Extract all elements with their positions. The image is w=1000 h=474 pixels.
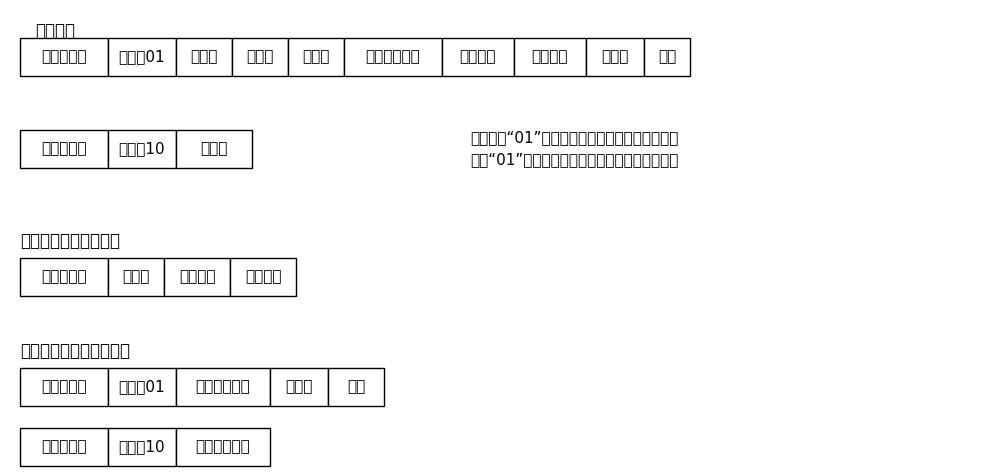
Bar [514, 38, 586, 76]
Text: 扩频码: 扩频码 [285, 380, 313, 394]
Text: 帧指示为“01”时，系统建立一条新的通路；帧指
示为“01”时，系统拆除连接号对应的已建通路。: 帧指示为“01”时，系统建立一条新的通路；帧指 示为“01”时，系统拆除连接号对… [470, 130, 678, 167]
Text: 信道号: 信道号 [302, 49, 330, 64]
Bar [442, 38, 514, 76]
Text: 波束号: 波束号 [246, 49, 274, 64]
Bar [108, 38, 176, 76]
Bar [644, 38, 690, 76]
Bar [108, 368, 176, 406]
Text: 帧指示10: 帧指示10 [119, 142, 165, 156]
Text: 系统指令: 系统指令 [35, 22, 75, 40]
Bar [586, 38, 644, 76]
Text: 帧指示: 帧指示 [122, 270, 150, 284]
Bar [108, 258, 164, 296]
Bar [164, 258, 230, 296]
Text: 帧定位信息: 帧定位信息 [41, 439, 87, 455]
Text: 签名能量门限: 签名能量门限 [366, 49, 420, 64]
Bar [176, 38, 232, 76]
Bar [20, 258, 108, 296]
Text: 处理通道序号: 处理通道序号 [196, 439, 250, 455]
Bar [230, 258, 296, 296]
Text: 扰码: 扰码 [347, 380, 365, 394]
Text: 出线序号: 出线序号 [245, 270, 281, 284]
Text: 帧定位信息: 帧定位信息 [41, 380, 87, 394]
Text: 处理通道序号: 处理通道序号 [196, 380, 250, 394]
Bar [20, 38, 108, 76]
Text: 连接号: 连接号 [190, 49, 218, 64]
Text: 帧指示10: 帧指示10 [119, 439, 165, 455]
Text: 签名序列: 签名序列 [460, 49, 496, 64]
Text: 帧定位信息: 帧定位信息 [41, 270, 87, 284]
Text: 帧指示01: 帧指示01 [119, 49, 165, 64]
Bar [20, 130, 108, 168]
Text: 入线序号: 入线序号 [179, 270, 215, 284]
Bar [328, 368, 384, 406]
Bar [20, 428, 108, 466]
Text: 解扩解调资源池控制指令: 解扩解调资源池控制指令 [20, 342, 130, 360]
Bar [288, 38, 344, 76]
Text: 帧定位信息: 帧定位信息 [41, 142, 87, 156]
Bar [108, 130, 176, 168]
Text: 扰码: 扰码 [658, 49, 676, 64]
Bar [344, 38, 442, 76]
Text: 帧定位信息: 帧定位信息 [41, 49, 87, 64]
Text: 签名相位: 签名相位 [532, 49, 568, 64]
Bar [232, 38, 288, 76]
Bar [108, 428, 176, 466]
Bar [176, 368, 270, 406]
Bar [20, 368, 108, 406]
Text: 扩频码: 扩频码 [601, 49, 629, 64]
Text: 连接号: 连接号 [200, 142, 228, 156]
Bar [176, 130, 252, 168]
Bar [176, 428, 270, 466]
Text: 帧指示01: 帧指示01 [119, 380, 165, 394]
Bar [270, 368, 328, 406]
Text: 信道选择单元控制指令: 信道选择单元控制指令 [20, 232, 120, 250]
